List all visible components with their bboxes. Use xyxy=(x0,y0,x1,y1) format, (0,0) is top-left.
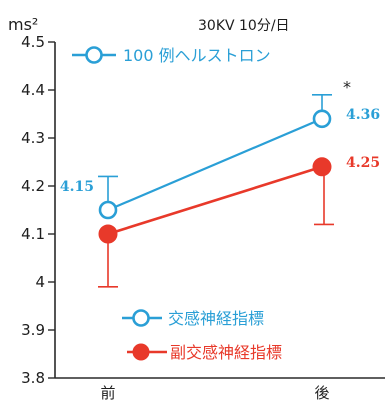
y-tick-label: 4.2 xyxy=(21,177,45,195)
series-1-data-label: 4.36 xyxy=(346,107,380,123)
legend-top: 100 例ヘルストロン xyxy=(72,46,271,65)
series-1-line xyxy=(107,117,323,212)
y-tick-label: 4.1 xyxy=(21,225,45,243)
series-2-data-label: 4.25 xyxy=(346,155,380,171)
legend-series-1-open-circle-marker xyxy=(132,309,150,327)
legend-top-open-circle-marker xyxy=(85,46,103,64)
legend-series-2-filled-circle-marker xyxy=(132,343,150,361)
chart-subtitle: 30KV 10分/日 xyxy=(198,18,290,34)
series-layer: 4.15 4.36 4.25 * xyxy=(60,78,380,288)
y-tick-label: 4.3 xyxy=(21,129,45,147)
series-2-line xyxy=(107,165,323,236)
x-tick-label: 前 xyxy=(100,384,115,402)
legend-bottom: 交感神経指標 副交感神経指標 xyxy=(122,309,282,362)
legend-series-1-label: 交感神経指標 xyxy=(168,309,264,328)
y-axis-unit-label: ms² xyxy=(8,15,38,34)
y-tick-label: 4.4 xyxy=(21,81,45,99)
x-tick-label: 後 xyxy=(314,384,329,402)
series-1-point xyxy=(98,200,118,220)
series-2-point xyxy=(98,224,118,244)
y-tick-label: 4 xyxy=(35,273,45,291)
y-tick-label: 4.5 xyxy=(21,33,45,51)
series-1-point xyxy=(312,109,332,129)
series-2-point xyxy=(312,157,332,177)
y-tick-label: 3.9 xyxy=(21,321,45,339)
series-1-data-label: 4.15 xyxy=(60,179,94,195)
legend-series-2-label: 副交感神経指標 xyxy=(170,343,282,362)
y-tick-label: 3.8 xyxy=(21,369,45,387)
legend-top-label: 100 例ヘルストロン xyxy=(123,46,271,65)
significance-marker: * xyxy=(343,78,351,97)
y-ticks: 3.8 3.9 4 4.1 4.2 4.3 4.4 4.5 xyxy=(21,33,55,387)
x-ticks: 前後 xyxy=(100,384,329,402)
